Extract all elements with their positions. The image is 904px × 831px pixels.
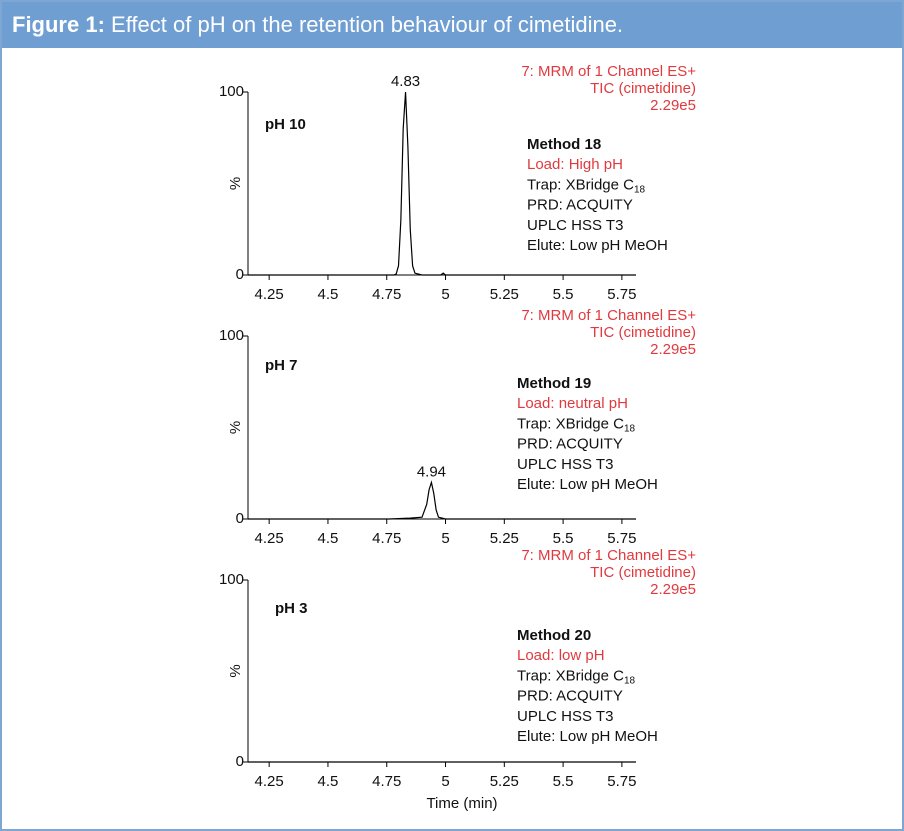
y-axis-label: % [227, 664, 244, 677]
panel-label: pH 3 [275, 600, 308, 617]
channel-annotation: TIC (cimetidine) [590, 564, 696, 581]
channel-annotation: 7: MRM of 1 Channel ES+ [521, 63, 696, 80]
x-tick-label: 4.25 [255, 530, 284, 547]
panel-label: pH 7 [265, 357, 298, 374]
channel-annotation: 7: MRM of 1 Channel ES+ [521, 547, 696, 564]
x-tick-label: 5.75 [607, 773, 636, 790]
method-trap: Trap: XBridge C18 [517, 415, 636, 434]
channel-annotation: 2.29e5 [650, 341, 696, 358]
trap-text: Trap: XBridge C [517, 415, 624, 432]
y-tick-label: 100 [219, 83, 244, 100]
y-tick-label: 100 [219, 327, 244, 344]
x-tick-label: 4.25 [255, 773, 284, 790]
method-name: Method 18 [527, 136, 601, 153]
method-elute: Elute: Low pH MeOH [527, 237, 668, 254]
x-tick-label: 4.5 [318, 773, 339, 790]
y-tick-label: 0 [236, 266, 244, 283]
peak-label: 4.83 [391, 73, 420, 90]
y-axis-label: % [227, 421, 244, 434]
x-tick-label: 5.25 [490, 773, 519, 790]
x-tick-label: 5.5 [553, 530, 574, 547]
method-prd: PRD: ACQUITY [527, 197, 633, 214]
method-name: Method 19 [517, 375, 591, 392]
channel-annotation: TIC (cimetidine) [590, 80, 696, 97]
trap-text: Trap: XBridge C [527, 176, 634, 193]
method-name: Method 20 [517, 627, 591, 644]
method-trap: Trap: XBridge C18 [517, 667, 636, 686]
channel-annotation: 7: MRM of 1 Channel ES+ [521, 307, 696, 324]
x-tick-label: 5.5 [553, 773, 574, 790]
method-prd: PRD: ACQUITY [517, 688, 623, 705]
x-axis-label: Time (min) [426, 795, 497, 812]
x-tick-label: 5.25 [490, 530, 519, 547]
channel-annotation: 2.29e5 [650, 581, 696, 598]
trap-text: Trap: XBridge C [517, 667, 624, 684]
x-tick-label: 5.5 [553, 286, 574, 303]
trap-subscript: 18 [624, 675, 636, 686]
peak-label: 4.94 [417, 463, 446, 480]
channel-annotation: 2.29e5 [650, 97, 696, 114]
x-tick-label: 5.75 [607, 286, 636, 303]
chromatogram-line [248, 91, 636, 276]
y-tick-label: 100 [219, 571, 244, 588]
x-tick-label: 5.75 [607, 530, 636, 547]
x-tick-label: 4.75 [372, 286, 401, 303]
method-trap: Trap: XBridge C18 [527, 176, 646, 195]
x-tick-label: 4.5 [318, 286, 339, 303]
x-tick-label: 4.75 [372, 773, 401, 790]
panel-label: pH 10 [265, 116, 306, 133]
method-load: Load: High pH [527, 156, 623, 173]
x-tick-label: 4.75 [372, 530, 401, 547]
x-tick-label: 5 [441, 286, 449, 303]
method-column: UPLC HSS T3 [517, 456, 613, 473]
method-elute: Elute: Low pH MeOH [517, 728, 658, 745]
method-load: Load: neutral pH [517, 395, 628, 412]
y-axis-label: % [227, 177, 244, 190]
y-tick-label: 0 [236, 753, 244, 770]
x-tick-label: 4.25 [255, 286, 284, 303]
y-tick-label: 0 [236, 510, 244, 527]
x-tick-label: 5 [441, 773, 449, 790]
method-prd: PRD: ACQUITY [517, 436, 623, 453]
caption-label: Figure 1: [12, 12, 105, 37]
trap-subscript: 18 [634, 184, 646, 195]
chromatogram-line [248, 480, 636, 520]
channel-annotation: TIC (cimetidine) [590, 324, 696, 341]
x-tick-label: 4.5 [318, 530, 339, 547]
x-tick-label: 5.25 [490, 286, 519, 303]
figure-header: Figure 1: Effect of pH on the retention … [2, 2, 902, 48]
method-load: Load: low pH [517, 647, 605, 664]
trap-subscript: 18 [624, 423, 636, 434]
x-tick-label: 5 [441, 530, 449, 547]
caption: Effect of pH on the retention behaviour … [111, 12, 624, 37]
method-column: UPLC HSS T3 [517, 708, 613, 725]
method-elute: Elute: Low pH MeOH [517, 476, 658, 493]
method-column: UPLC HSS T3 [527, 217, 623, 234]
